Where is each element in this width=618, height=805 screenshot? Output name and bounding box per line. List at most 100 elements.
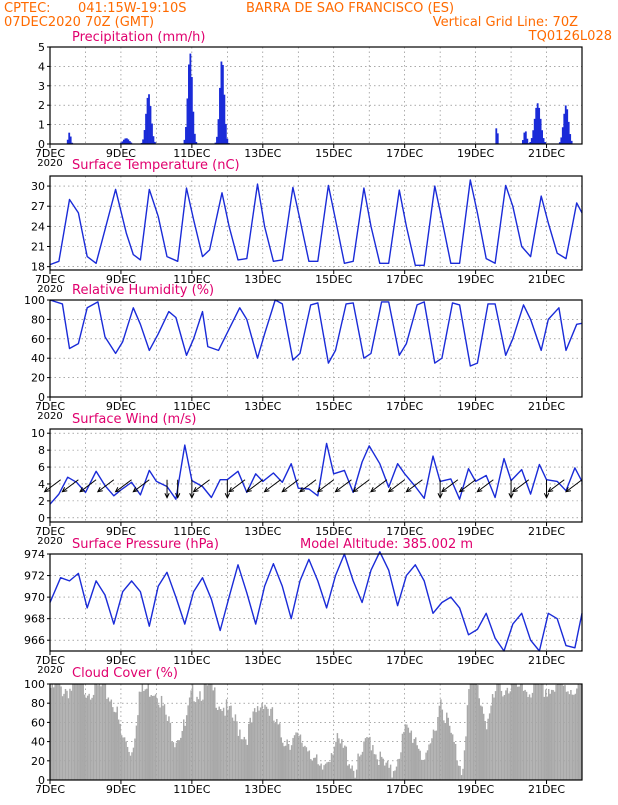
cloud-bar-259 [433,730,434,780]
model-altitude-label: Model Altitude: 385.002 m [300,537,473,552]
cloud-bar-3 [54,684,55,780]
cloud-bar-242 [408,728,409,780]
wind-arrow-shaft-3 [98,480,114,492]
cloud-bar-4 [56,684,57,780]
header-location-coords: 041:15W-19:10S [78,1,186,16]
cloud-bar-202 [349,764,350,780]
ytick-label-rh-2: 40 [31,352,45,365]
wind-arrow-shaft-0 [45,480,61,492]
cloud-bar-337 [548,689,549,780]
cloud-bar-25 [87,696,88,780]
cloud-bar-252 [422,760,423,780]
cloud-bar-339 [551,690,552,780]
cloud-bar-180 [316,754,317,780]
cloud-bar-268 [446,713,447,780]
cloud-bar-288 [476,684,477,780]
cloud-bar-299 [492,694,493,780]
cloud-bar-174 [307,751,308,780]
wind-arrow-22 [438,480,442,498]
cloud-bar-158 [283,746,284,780]
wind-arrow-15 [300,480,316,492]
wind-arrow-21 [406,480,422,492]
ytick-label-precip-5: 5 [38,41,45,54]
series-line-press [50,552,582,651]
wind-arrow-shaft-21 [406,480,422,492]
cloud-bar-284 [470,684,471,780]
cloud-bar-240 [405,724,406,780]
cloud-bar-248 [416,745,417,780]
panel-title-press: Surface Pressure (hPa) [72,537,219,552]
cloud-bar-82 [171,741,172,780]
cloud-bar-128 [239,730,240,780]
cloud-bar-205 [353,771,354,780]
cloud-bar-46 [118,720,119,780]
panel-title-wind: Surface Wind (m/s) [72,412,196,427]
cloud-bar-81 [170,723,171,780]
cloud-bar-283 [468,689,469,780]
cloud-bar-334 [544,697,545,780]
cloud-bar-261 [436,731,437,780]
xtick-label-press-3: 13DEC [244,654,281,667]
cloud-bar-262 [437,717,438,780]
cloud-bar-123 [232,718,233,780]
cloud-bar-301 [495,691,496,780]
cloud-bar-150 [272,707,273,780]
cloud-bar-54 [130,756,131,780]
ytick-label-rh-5: 100 [24,294,45,307]
cloud-bar-234 [396,767,397,780]
cloud-bar-10 [65,689,66,780]
cloud-bar-267 [445,723,446,780]
ytick-label-temp-2: 24 [31,220,45,233]
cloud-bar-331 [539,685,540,780]
cloud-bar-250 [419,751,420,780]
cloud-bar-318 [520,684,521,780]
cloud-bar-12 [68,698,69,780]
ytick-label-press-2: 970 [24,591,45,604]
cloud-bar-347 [563,686,564,780]
cloud-bar-189 [329,762,330,780]
cloud-bar-33 [99,684,100,780]
cloud-bar-11 [66,691,67,780]
cloud-bar-21 [81,684,82,780]
wind-arrow-0 [45,480,61,492]
cloud-bar-312 [511,684,512,780]
xtick-label-cloud-4: 15DEC [315,783,352,796]
cloud-bar-90 [183,719,184,780]
precip-bar-42 [497,133,499,144]
cloud-bar-330 [538,684,539,780]
cloud-bar-260 [434,731,435,780]
cloud-bar-197 [341,739,342,780]
cloud-bar-310 [508,693,509,780]
wind-arrow-shaft-2 [80,480,96,492]
cloud-bar-147 [267,709,268,780]
cloud-bar-140 [257,706,258,780]
cloud-bar-181 [317,764,318,780]
cloud-bar-170 [301,743,302,780]
cloud-bar-266 [443,720,444,780]
ytick-label-precip-4: 4 [38,60,45,73]
cloud-bar-220 [375,754,376,780]
cloud-bar-251 [421,760,422,780]
wind-arrow-shaft-15 [300,480,316,492]
cloud-bar-256 [428,744,429,780]
cloud-bar-42 [112,707,113,780]
cloud-bar-286 [473,684,474,780]
cloud-bar-73 [158,705,159,780]
cloud-bar-45 [117,707,118,780]
cloud-bar-110 [213,690,214,780]
cloud-bar-161 [288,744,289,780]
cloud-bar-20 [80,684,81,780]
cloud-bar-311 [510,691,511,780]
cloud-bar-124 [233,721,234,780]
cloud-bar-64 [145,689,146,780]
cloud-bar-201 [347,766,348,780]
cloud-bar-315 [516,684,517,780]
xtick-label-press-4: 15DEC [315,654,352,667]
xtick-label-temp-5: 17DEC [386,273,423,286]
cloud-bar-305 [501,691,502,780]
cloud-bar-137 [252,711,253,780]
wind-arrow-12 [247,480,263,492]
xtick-label-rh-5: 17DEC [386,400,423,413]
cloud-bar-141 [258,711,259,780]
cloud-bar-149 [270,709,271,780]
